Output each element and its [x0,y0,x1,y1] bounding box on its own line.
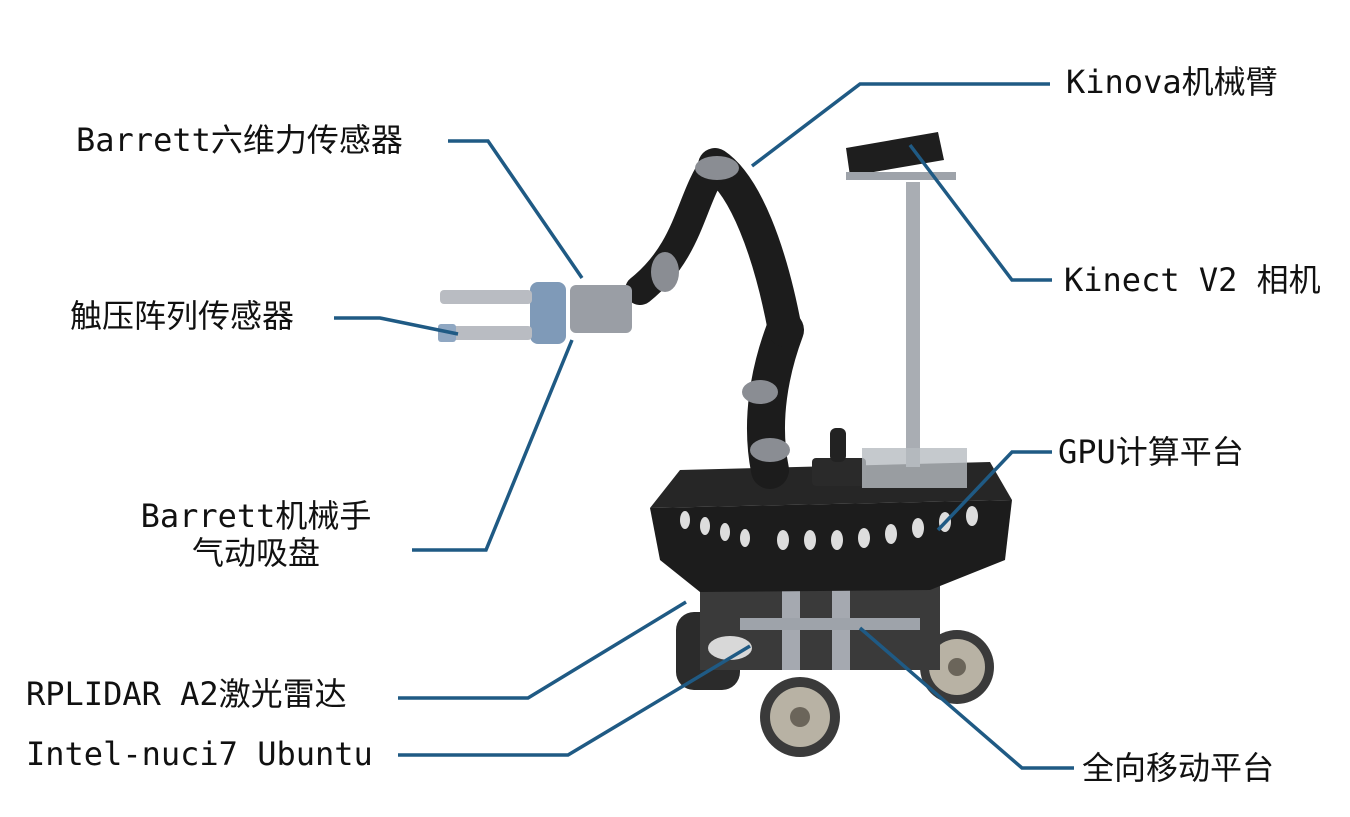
leader-line-tactile [334,316,459,336]
mecanum-wheel-front-left [760,677,840,757]
rplidar-unit [708,636,752,660]
label-barrett-hand: Barrett机械手 气动吸盘 [132,498,380,572]
label-kinect-camera: Kinect V2 相机 [1064,261,1321,299]
joystick-stick [830,428,846,462]
ft-sensor-body [570,285,632,333]
label-barrett-hand-line1: Barrett机械手 [140,497,372,535]
leader-lines [334,82,1074,770]
robot-photo [438,132,1012,757]
barrett-hand-palm [530,282,566,344]
label-kinova-arm: Kinova机械臂 [1066,63,1278,101]
label-gpu-platform: GPU计算平台 [1058,433,1244,471]
gpu-housing-side [650,500,1012,592]
vent-holes [680,506,978,550]
leader-line-rplidar [398,600,687,700]
kinect-body [846,132,944,176]
camera-mast [906,182,920,467]
arm-joint-ring-4 [750,438,790,462]
leader-line-gpu [936,450,1052,532]
camera-mast-rail [862,448,967,488]
joystick-base [812,458,866,486]
label-intel-nuc: Intel-nuci7 Ubuntu [26,735,373,773]
label-barrett-ft-sensor: Barrett六维力传感器 [76,121,403,159]
leader-line-kinect [908,143,1052,282]
kinect-mount [846,172,956,180]
label-tactile-sensor: 触压阵列传感器 [70,297,295,335]
leader-line-mobile-platform [858,626,1074,770]
leader-line-intel-nuc [398,644,751,757]
gripper-finger-upper [440,290,532,304]
arm-joint-ring-1 [695,156,739,180]
arm-joint-ring-2 [651,252,679,292]
kinova-arm-segment-upper [698,148,802,347]
label-mobile-platform: 全向移动平台 [1082,749,1275,787]
label-rplidar: RPLIDAR A2激光雷达 [26,675,347,713]
arm-joint-ring-3 [742,380,778,404]
label-barrett-hand-line2: 气动吸盘 [191,533,320,572]
gripper-finger-lower [440,326,532,340]
aluminum-rail [740,618,920,630]
leader-line-barrett-hand [412,339,574,552]
leader-line-barrett-ft [448,139,584,279]
leader-line-kinova [750,82,1050,168]
